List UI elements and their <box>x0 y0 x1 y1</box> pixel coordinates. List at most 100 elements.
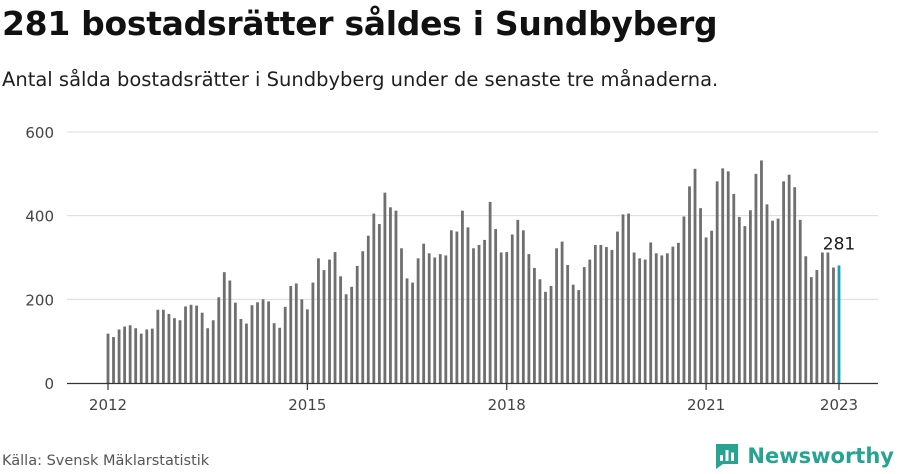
bar <box>455 231 459 383</box>
bar <box>677 242 680 383</box>
bar <box>156 309 160 383</box>
bar <box>494 229 498 383</box>
bar <box>433 257 437 383</box>
bar <box>278 327 282 383</box>
bar <box>106 333 110 383</box>
x-axis-ticks: 2012 2015 2018 2021 2023 <box>89 383 858 414</box>
bar <box>444 255 448 383</box>
bar <box>217 297 221 383</box>
bar <box>737 216 741 383</box>
bar <box>826 252 830 383</box>
bar <box>616 231 619 383</box>
bar <box>283 306 287 383</box>
x-tick-label: 2012 <box>89 396 127 414</box>
bar <box>632 252 636 383</box>
bar <box>566 265 570 383</box>
bar <box>411 282 414 383</box>
bar <box>699 208 702 383</box>
bar <box>693 168 697 383</box>
bar <box>820 252 824 383</box>
bar <box>438 254 442 383</box>
bar <box>477 244 481 383</box>
bar <box>516 219 520 383</box>
bar <box>599 244 603 383</box>
bar <box>704 237 708 383</box>
bar <box>256 302 259 383</box>
bar <box>272 323 276 383</box>
bar-chart: 0 200 400 600 2012 2015 2018 2021 2023 281 <box>25 124 878 414</box>
bar <box>571 284 575 383</box>
bar <box>593 244 597 383</box>
bar <box>250 305 254 383</box>
bar <box>184 306 187 383</box>
bar <box>533 267 536 383</box>
bar <box>621 214 625 383</box>
bar <box>117 329 121 383</box>
bar <box>654 253 658 383</box>
bar <box>671 246 675 383</box>
bar <box>422 243 426 383</box>
bar <box>483 239 486 383</box>
bar <box>222 272 226 383</box>
bar <box>804 256 808 383</box>
bar <box>688 186 691 383</box>
bar <box>499 252 503 383</box>
bar <box>748 210 752 383</box>
bar <box>461 210 464 383</box>
y-axis-tick-labels: 0 200 400 600 <box>25 124 54 393</box>
chart-title: 281 bostadsrätter såldes i Sundbyberg <box>2 4 718 43</box>
bar <box>743 226 747 383</box>
bar <box>128 325 132 383</box>
y-tick-label: 200 <box>25 291 54 309</box>
x-tick-label: 2023 <box>820 396 858 414</box>
bar <box>488 201 492 383</box>
bar <box>233 302 237 383</box>
bar <box>771 220 774 383</box>
bar <box>649 242 653 383</box>
bar <box>466 227 470 383</box>
bar <box>178 320 182 383</box>
bar <box>167 313 171 383</box>
bar <box>577 290 581 383</box>
bar <box>361 251 365 383</box>
bar <box>721 168 725 383</box>
bar <box>815 270 819 383</box>
bar <box>787 174 791 383</box>
x-tick-label: 2021 <box>687 396 725 414</box>
bar <box>267 301 270 383</box>
bars <box>106 160 841 383</box>
bar <box>472 248 475 383</box>
bar <box>416 258 420 383</box>
bar <box>732 193 736 383</box>
bar <box>510 234 514 383</box>
bar <box>760 160 763 383</box>
bar <box>389 207 392 383</box>
bar <box>754 173 758 383</box>
bar <box>372 213 376 383</box>
bar <box>311 282 315 383</box>
last-value-label: 281 <box>823 234 855 254</box>
bar <box>139 333 143 383</box>
source-note: Källa: Svensk Mäklarstatistik <box>2 453 210 469</box>
bar <box>555 248 558 383</box>
bar <box>427 253 431 383</box>
bar <box>189 304 193 383</box>
bar <box>776 218 780 383</box>
bar <box>782 181 786 383</box>
bar <box>665 253 669 383</box>
bar <box>239 318 243 383</box>
bar <box>350 286 354 383</box>
bar <box>405 278 409 383</box>
x-tick-label: 2018 <box>488 396 526 414</box>
bar <box>505 252 509 383</box>
bar <box>322 270 326 383</box>
bar <box>305 309 309 383</box>
bar <box>261 299 265 383</box>
bar <box>339 276 342 383</box>
bar <box>643 259 647 383</box>
chart-subtitle: Antal sålda bostadsrätter i Sundbyberg u… <box>2 68 719 91</box>
bar <box>765 204 769 383</box>
bar <box>333 252 337 383</box>
x-tick-label: 2015 <box>288 396 326 414</box>
bar <box>366 235 370 383</box>
